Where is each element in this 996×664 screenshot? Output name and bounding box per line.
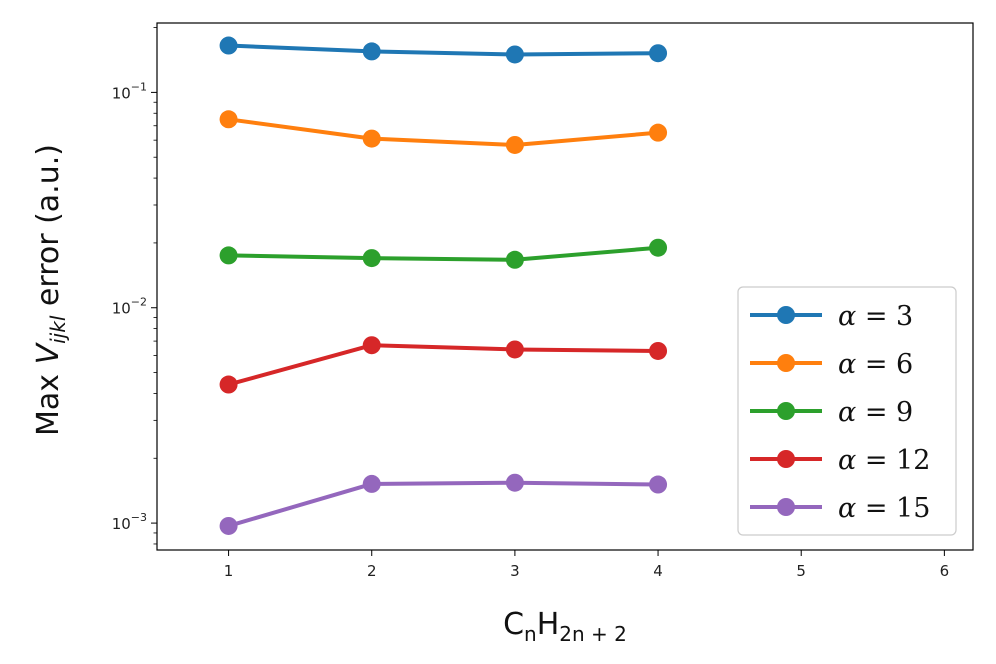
y-tick-label: 10−3 bbox=[112, 511, 147, 533]
legend-marker bbox=[777, 402, 795, 420]
data-point bbox=[505, 135, 524, 154]
x-axis-label: CnH2n + 2 bbox=[503, 607, 627, 646]
data-point bbox=[505, 473, 524, 492]
legend-marker bbox=[777, 354, 795, 372]
data-point bbox=[219, 36, 238, 55]
series bbox=[219, 36, 668, 64]
data-point bbox=[649, 238, 668, 257]
legend-marker bbox=[777, 450, 795, 468]
legend-label: α = 6 bbox=[838, 349, 913, 380]
legend-label: α = 15 bbox=[838, 493, 930, 524]
x-axis-ticks: 1 2 3 4 5 6 bbox=[224, 550, 949, 580]
x-tick-label: 6 bbox=[940, 562, 950, 580]
series-line bbox=[228, 117, 659, 147]
data-point bbox=[649, 475, 668, 494]
y-label-prefix: Max bbox=[31, 364, 66, 436]
data-point bbox=[219, 246, 238, 265]
legend-item: α = 9 bbox=[750, 397, 913, 428]
series bbox=[219, 336, 668, 394]
data-point bbox=[505, 45, 524, 64]
plot-frame bbox=[156, 22, 974, 551]
series-line bbox=[228, 480, 659, 528]
y-tick-label: 10−2 bbox=[112, 296, 147, 318]
x-label-base: C bbox=[503, 607, 524, 642]
legend-label: α = 12 bbox=[838, 445, 930, 476]
legend-item: α = 12 bbox=[750, 445, 930, 476]
legend-item: α = 15 bbox=[750, 493, 930, 524]
legend-marker bbox=[777, 306, 795, 324]
x-label-sub2: 2n + 2 bbox=[559, 622, 627, 646]
data-point bbox=[362, 474, 381, 493]
series bbox=[219, 110, 668, 154]
y-label-suffix: error (a.u.) bbox=[31, 144, 66, 316]
data-point bbox=[219, 110, 238, 129]
data-point bbox=[505, 340, 524, 359]
x-tick-label: 1 bbox=[224, 562, 234, 580]
x-label-mid: H bbox=[537, 607, 560, 642]
data-point bbox=[219, 516, 238, 535]
y-label-sub: ijkl bbox=[46, 315, 70, 344]
data-point bbox=[649, 123, 668, 142]
data-series bbox=[219, 36, 668, 535]
data-point bbox=[362, 336, 381, 355]
legend-items: α = 3 α = 6 α = 9 α = 12 α = 15 bbox=[750, 301, 930, 524]
series-line bbox=[228, 343, 659, 387]
data-point bbox=[362, 249, 381, 268]
x-tick-label: 3 bbox=[510, 562, 520, 580]
y-axis-ticks: 10−1 10−2 10−3 bbox=[112, 27, 157, 545]
data-point bbox=[649, 44, 668, 63]
data-point bbox=[362, 42, 381, 61]
legend-marker bbox=[777, 498, 795, 516]
series-line bbox=[228, 43, 659, 57]
legend-item: α = 6 bbox=[750, 349, 913, 380]
series bbox=[219, 473, 668, 535]
data-point bbox=[505, 250, 524, 269]
y-tick-label: 10−1 bbox=[112, 80, 147, 102]
legend-box bbox=[737, 286, 957, 536]
legend-label: α = 3 bbox=[838, 301, 913, 332]
legend: α = 3 α = 6 α = 9 α = 12 α = 15 bbox=[737, 286, 957, 536]
x-tick-label: 4 bbox=[653, 562, 663, 580]
legend-label: α = 9 bbox=[838, 397, 913, 428]
y-axis-label: Max Vijkl error (a.u.) bbox=[31, 144, 70, 436]
legend-item: α = 3 bbox=[750, 301, 913, 332]
data-point bbox=[219, 375, 238, 394]
data-point bbox=[362, 129, 381, 148]
x-label-sub1: n bbox=[524, 622, 537, 646]
y-label-var: V bbox=[31, 341, 66, 364]
x-tick-label: 5 bbox=[796, 562, 806, 580]
series-line bbox=[228, 245, 659, 262]
series bbox=[219, 238, 668, 269]
data-point bbox=[649, 341, 668, 360]
x-tick-label: 2 bbox=[367, 562, 377, 580]
